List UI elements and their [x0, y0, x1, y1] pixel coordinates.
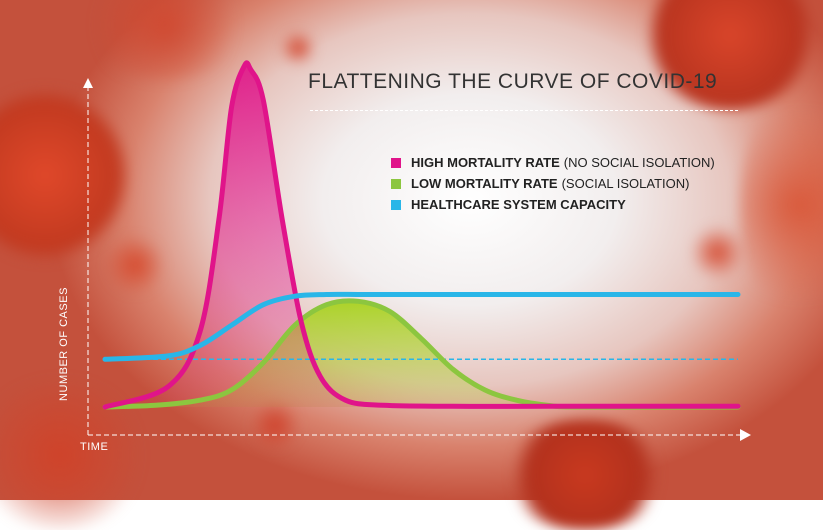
- legend-swatch-healthcare-capacity: [391, 199, 401, 210]
- virus-blob: [105, 235, 165, 295]
- series-line-high-mortality: [102, 60, 741, 410]
- legend-item-high-mortality: HIGH MORTALITY RATE (NO SOCIAL ISOLATION…: [391, 152, 715, 173]
- legend-item-low-mortality: LOW MORTALITY RATE (SOCIAL ISOLATION): [391, 173, 715, 194]
- series-line-healthcare-capacity: [102, 291, 741, 362]
- legend-swatch-low-mortality: [391, 178, 401, 189]
- x-axis-label: TIME: [80, 441, 109, 453]
- legend-item-healthcare-capacity: HEALTHCARE SYSTEM CAPACITY: [391, 194, 715, 215]
- legend-note: (SOCIAL ISOLATION): [561, 176, 690, 191]
- y-axis-arrow: [83, 78, 93, 88]
- legend-label: HIGH MORTALITY RATE: [411, 155, 560, 170]
- x-axis-arrow: [740, 429, 751, 441]
- plot-area: [102, 60, 741, 410]
- virus-blob: [0, 90, 130, 260]
- virus-blob: [690, 225, 745, 280]
- title-divider: [310, 110, 738, 111]
- y-axis-label: NUMBER OF CASES: [58, 287, 70, 401]
- legend-swatch-high-mortality: [391, 157, 401, 168]
- virus-blob: [250, 400, 300, 450]
- legend-note: (NO SOCIAL ISOLATION): [563, 155, 715, 170]
- axes: [83, 78, 751, 441]
- legend-label: HEALTHCARE SYSTEM CAPACITY: [411, 197, 626, 212]
- legend-label: LOW MORTALITY RATE: [411, 176, 558, 191]
- legend: HIGH MORTALITY RATE (NO SOCIAL ISOLATION…: [391, 152, 715, 215]
- chart-svg: [83, 60, 751, 441]
- chart-title: FLATTENING THE CURVE OF COVID-19: [308, 70, 718, 93]
- series-area-high-mortality: [105, 62, 738, 407]
- virus-blob: [280, 30, 316, 66]
